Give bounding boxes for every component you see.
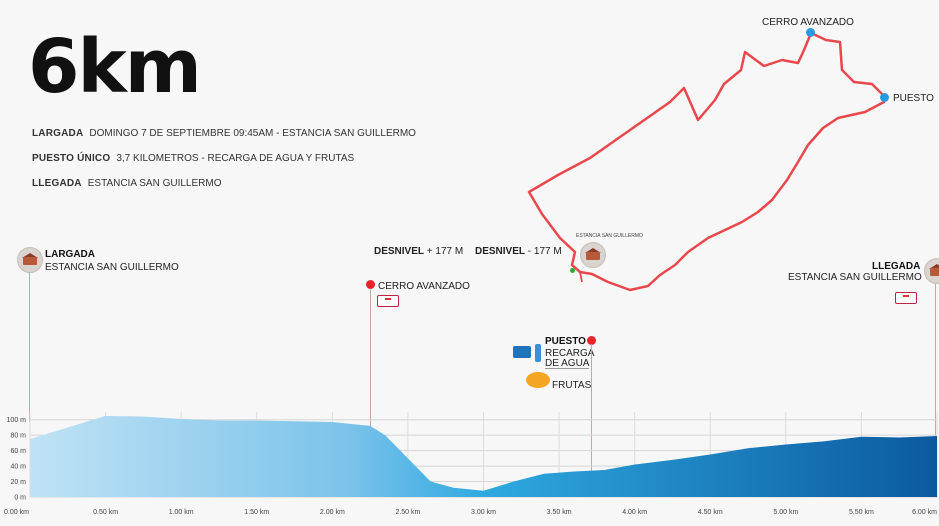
cerro-line — [370, 289, 371, 435]
x-tick-label: 5.50 km — [849, 509, 874, 516]
puesto-map-dot — [880, 93, 889, 102]
info-label: LLEGADA — [32, 178, 82, 189]
y-axis-ticks: 0 m 20 m 40 m 60 m 80 m 100 m — [7, 417, 27, 501]
llegada-title: LLEGADA — [872, 261, 921, 272]
elevation-area — [30, 415, 937, 497]
map-estancia-label: ESTANCIA SAN GUILLERMO — [576, 233, 643, 239]
y-tick-label: 40 m — [10, 464, 26, 471]
desnivel-up-value: + 177 M — [426, 246, 464, 257]
info-text: DOMINGO 7 DE SEPTIEMBRE 09:45AM - ESTANC… — [89, 128, 416, 139]
info-label: PUESTO ÚNICO — [32, 153, 111, 164]
water-bottle-icon — [535, 344, 541, 362]
x-tick-label: 1.50 km — [244, 509, 269, 516]
desnivel-up-label: DESNIVEL — [374, 246, 425, 257]
estancia-map-icon — [580, 242, 606, 268]
desnivel-down: DESNIVEL - 177 M — [475, 246, 562, 257]
y-tick-label: 100 m — [7, 417, 27, 424]
info-llegada: LLEGADA ESTANCIA SAN GUILLERMO — [32, 178, 221, 189]
fruit-icon — [526, 372, 550, 388]
y-tick-label: 80 m — [10, 433, 26, 440]
elevation-profile-chart: 0 m 20 m 40 m 60 m 80 m 100 m 0.00 km 0.50 km 1… — [4, 412, 938, 516]
largada-title: LARGADA — [45, 249, 95, 260]
distance-title: 6km — [28, 24, 202, 110]
largada-line — [29, 272, 30, 422]
x-tick-label: 3.00 km — [471, 509, 496, 516]
puesto-line1: RECARGA — [545, 348, 595, 359]
water-brand-icon — [513, 346, 531, 358]
puesto-divider — [545, 368, 589, 369]
ambulance-icon — [377, 295, 399, 307]
desnivel-up: DESNIVEL + 177 M — [374, 246, 463, 257]
start-map-dot — [570, 268, 575, 273]
puesto-line2: DE AGUA — [545, 358, 590, 369]
cerro-marker-dot — [366, 280, 375, 289]
info-text: 3,7 KILOMETROS - RECARGA DE AGUA Y FRUTA… — [116, 153, 355, 164]
x-tick-label: 0.50 km — [93, 509, 118, 516]
info-text: ESTANCIA SAN GUILLERMO — [87, 178, 222, 189]
largada-place: ESTANCIA SAN GUILLERMO — [45, 262, 179, 273]
y-tick-label: 60 m — [10, 448, 26, 455]
info-largada: LARGADA DOMINGO 7 DE SEPTIEMBRE 09:45AM -… — [32, 128, 416, 139]
route-line — [527, 31, 886, 292]
largada-icon — [17, 247, 43, 273]
x-tick-label: 3.50 km — [547, 509, 572, 516]
finish-ambulance-icon — [895, 292, 917, 304]
map-cerro-label: CERRO AVANZADO — [762, 17, 854, 28]
desnivel-down-label: DESNIVEL — [475, 246, 526, 257]
route-map — [527, 31, 886, 292]
x-axis-ticks: 0.00 km 0.50 km 1.00 km 1.50 km 2.00 km 2.50 … — [4, 509, 937, 516]
llegada-line — [935, 284, 936, 440]
x-tick-label: 2.00 km — [320, 509, 345, 516]
cerro-map-dot — [806, 28, 815, 37]
llegada-place: ESTANCIA SAN GUILLERMO — [788, 272, 922, 283]
y-tick-label: 20 m — [10, 479, 26, 486]
route-lower-line — [579, 271, 583, 283]
x-tick-label: 0.00 km — [4, 509, 29, 516]
cerro-label: CERRO AVANZADO — [378, 281, 470, 292]
x-tick-label: 4.00 km — [622, 509, 647, 516]
y-tick-label: 0 m — [14, 495, 26, 502]
map-puesto-label: PUESTO — [893, 93, 934, 104]
x-tick-label: 2.50 km — [395, 509, 420, 516]
x-tick-label: 5.00 km — [773, 509, 798, 516]
info-label: LARGADA — [32, 128, 84, 139]
info-puesto: PUESTO ÚNICO 3,7 KILOMETROS - RECARGA DE … — [32, 153, 354, 164]
x-tick-label: 4.50 km — [698, 509, 723, 516]
puesto-title: PUESTO — [545, 336, 586, 347]
desnivel-down-value: - 177 M — [527, 246, 562, 257]
puesto-marker-dot — [587, 336, 596, 345]
x-tick-label: 6.00 km — [912, 509, 937, 516]
llegada-icon — [924, 258, 939, 284]
puesto-line — [591, 344, 592, 472]
frutas-label: FRUTAS — [552, 380, 592, 391]
x-tick-label: 1.00 km — [169, 509, 194, 516]
